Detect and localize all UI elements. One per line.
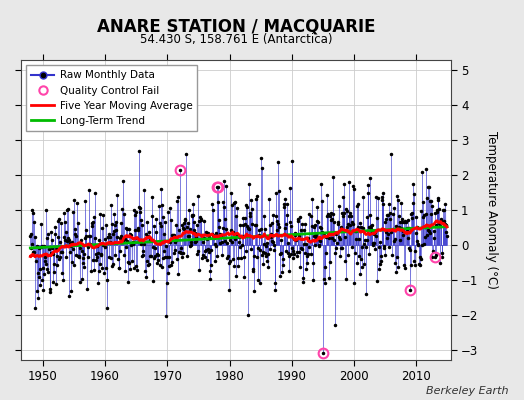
Text: 54.430 S, 158.761 E (Antarctica): 54.430 S, 158.761 E (Antarctica) (139, 33, 332, 46)
Legend: Raw Monthly Data, Quality Control Fail, Five Year Moving Average, Long-Term Tren: Raw Monthly Data, Quality Control Fail, … (26, 65, 198, 131)
Text: Berkeley Earth: Berkeley Earth (426, 386, 508, 396)
Text: ANARE STATION / MACQUARIE: ANARE STATION / MACQUARIE (96, 18, 375, 36)
Y-axis label: Temperature Anomaly (°C): Temperature Anomaly (°C) (485, 131, 498, 289)
